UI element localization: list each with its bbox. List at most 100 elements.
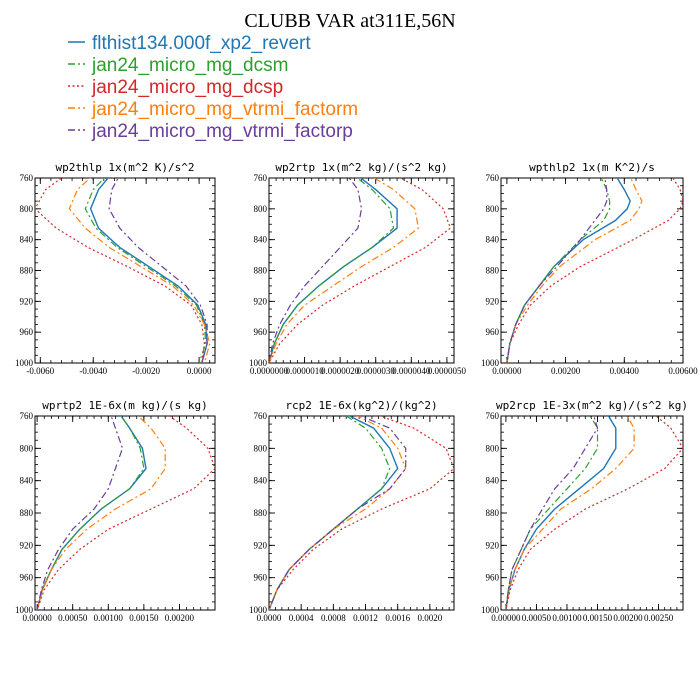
- x-tick-label: 0.0000010: [285, 366, 324, 376]
- x-tick-label: 0.00000: [491, 613, 521, 623]
- y-tick-label: 880: [20, 266, 34, 276]
- panel-title: wp2thlp 1x(m^2 K)/s^2: [55, 161, 194, 174]
- y-tick-label: 840: [254, 476, 268, 486]
- x-tick-label: 0.0012: [353, 613, 378, 623]
- y-tick-label: 960: [20, 327, 34, 337]
- y-tick-label: 960: [254, 573, 268, 583]
- series-line: [506, 178, 631, 363]
- series-line: [108, 178, 208, 363]
- x-tick-label: 0.00100: [552, 613, 582, 623]
- plot-frame: [34, 177, 216, 364]
- chart-title: CLUBB VAR at311E,56N: [244, 10, 455, 32]
- series-line: [505, 416, 683, 610]
- legend-entry-4: jan24_micro_mg_vtrmi_factorm: [68, 99, 358, 120]
- x-tick-label: 0.00250: [644, 613, 674, 623]
- series-line: [36, 416, 147, 610]
- panel-title: wp2rtp 1x(m^2 kg)/(s^2 kg): [275, 161, 447, 174]
- panel-title: rcp2 1E-6x(kg^2)/(kg^2): [285, 399, 437, 412]
- x-tick-label: -0.0040: [79, 366, 107, 376]
- x-tick-label: 0.0000: [257, 613, 282, 623]
- panel-6: wp2rcp 1E-3x(m^2 kg)/(s^2 kg)760 800 840 88…: [481, 399, 688, 623]
- series-group: [505, 416, 683, 610]
- x-tick-label: 0.0008: [321, 613, 346, 623]
- x-tick-label: 0.0000000: [250, 366, 289, 376]
- y-tick-label: 960: [20, 573, 34, 583]
- y-tick-label: 800: [254, 204, 268, 214]
- series-line: [506, 178, 608, 363]
- x-tick-label: 0.0000020: [321, 366, 360, 376]
- y-tick-label: 840: [20, 235, 34, 245]
- panel-1: wp2thlp 1x(m^2 K)/s^2 760 800 840 880 920 960 1…: [15, 161, 216, 376]
- legend-entry-5: jan24_micro_mg_vtrmi_factorp: [68, 121, 353, 142]
- y-tick-label: 800: [20, 443, 34, 453]
- x-tick-label: 0.00050: [522, 613, 552, 623]
- series-line: [269, 416, 454, 610]
- y-tick-label: 1000: [15, 605, 34, 615]
- x-tick-label: 0.00200: [165, 613, 195, 623]
- panel-2: wp2rtp 1x(m^2 kg)/(s^2 kg) 760 800 840 880 92…: [249, 161, 467, 376]
- x-tick-label: 0.0020: [417, 613, 442, 623]
- y-tick-label: 1000: [249, 605, 268, 615]
- series-line: [35, 178, 206, 363]
- x-tick-label: 0.0000030: [357, 366, 396, 376]
- y-tick-label: 1000: [249, 358, 268, 368]
- panel-title: wp2rcp 1E-3x(m^2 kg)/(s^2 kg): [496, 399, 688, 412]
- panel-3: wpthlp2 1x(m K^2)/s 760 800 840 880 920 960 100…: [481, 161, 698, 376]
- legend-label: flthist134.000f_xp2_revert: [92, 33, 311, 54]
- panel-5: rcp2 1E-6x(kg^2)/(kg^2) 760 800 840 880 920 96…: [249, 399, 455, 623]
- series-line: [36, 416, 166, 610]
- x-tick-label: 0.00600: [668, 366, 698, 376]
- series-line: [269, 178, 420, 363]
- series-line: [269, 416, 391, 610]
- x-tick-label: -0.0020: [132, 366, 160, 376]
- y-tick-label: 920: [20, 296, 34, 306]
- y-tick-label: 920: [254, 540, 268, 550]
- panel-title: wprtp2 1E-6x(m kg)/(s kg): [42, 399, 208, 412]
- series-line: [506, 178, 643, 363]
- y-tick-label: 1000: [481, 358, 500, 368]
- x-tick-label: 0.00000: [492, 366, 522, 376]
- series-line: [36, 416, 215, 610]
- series-line: [269, 416, 407, 610]
- series-line: [89, 178, 208, 363]
- legend-label: jan24_micro_mg_vtrmi_factorp: [91, 121, 353, 142]
- series-group: [35, 178, 211, 363]
- plot-frame: [268, 415, 455, 611]
- legend-label: jan24_micro_mg_dcsm: [91, 55, 288, 76]
- x-tick-label: 0.00400: [610, 366, 640, 376]
- x-tick-label: -0.0060: [26, 366, 54, 376]
- x-tick-label: 0.0000040: [392, 366, 431, 376]
- panel-title: wpthlp2 1x(m K^2)/s: [529, 161, 655, 174]
- x-tick-label: 0.00150: [129, 613, 159, 623]
- legend: flthist134.000f_xp2_revert jan24_micro_m…: [68, 33, 358, 142]
- series-line: [505, 416, 635, 610]
- y-tick-label: 840: [20, 476, 34, 486]
- series-group: [269, 178, 452, 363]
- plot-frame: [500, 177, 684, 364]
- series-group: [506, 178, 683, 363]
- y-tick-label: 920: [20, 540, 34, 550]
- y-tick-label: 1000: [481, 605, 500, 615]
- series-line: [506, 178, 683, 363]
- legend-label: jan24_micro_mg_dcsp: [91, 77, 283, 98]
- y-tick-label: 880: [254, 508, 268, 518]
- y-tick-label: 840: [486, 235, 500, 245]
- y-tick-label: 880: [486, 266, 500, 276]
- y-tick-label: 800: [486, 443, 500, 453]
- y-tick-label: 880: [20, 508, 34, 518]
- y-tick-label: 960: [486, 573, 500, 583]
- y-tick-label: 840: [486, 476, 500, 486]
- y-tick-label: 800: [20, 204, 34, 214]
- legend-entry-2: jan24_micro_mg_dcsm: [68, 55, 288, 76]
- x-tick-label: 0.00000: [23, 613, 53, 623]
- y-tick-label: 760: [20, 173, 34, 183]
- x-tick-label: 0.00100: [94, 613, 124, 623]
- y-tick-label: 760: [20, 411, 34, 421]
- x-tick-label: 0.0016: [385, 613, 410, 623]
- series-line: [505, 416, 599, 610]
- y-tick-label: 880: [486, 508, 500, 518]
- y-tick-label: 760: [254, 173, 268, 183]
- series-line: [36, 416, 145, 610]
- plot-frame: [34, 415, 216, 611]
